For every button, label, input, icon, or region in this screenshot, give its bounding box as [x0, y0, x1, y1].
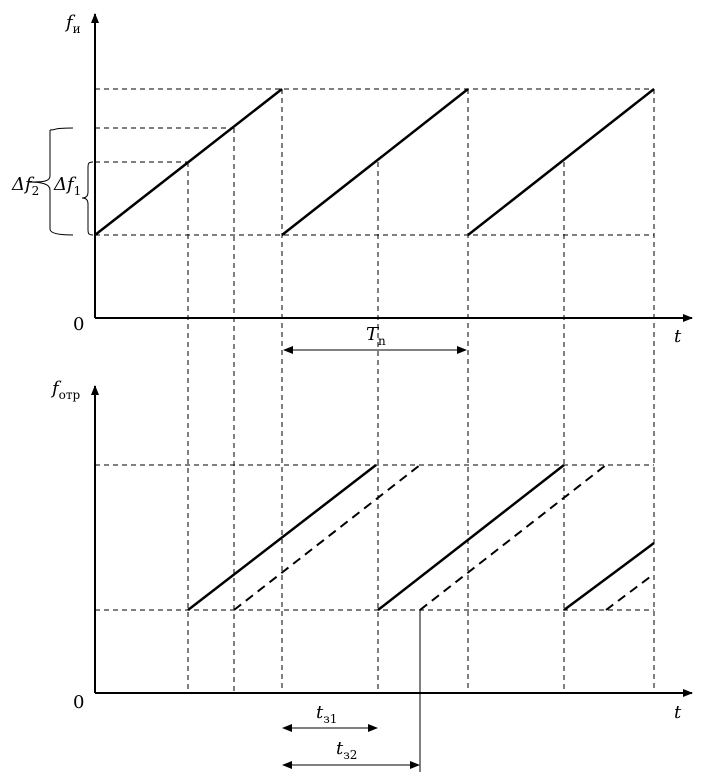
subscript: 1 [74, 184, 82, 198]
axis-label: fи [64, 12, 81, 36]
symbol: T [366, 324, 380, 345]
brace-df1 [81, 161, 94, 236]
symbol: t [336, 738, 344, 759]
guide-verticals [187, 89, 655, 693]
symbol: Δf [53, 174, 77, 195]
guide-lines [95, 88, 654, 236]
subscript: отр [59, 388, 81, 402]
delta-f1: Δf1 [53, 174, 81, 198]
subscript: n [378, 334, 386, 348]
subscript: и [73, 22, 81, 36]
delayed-copy [233, 464, 655, 611]
guide-lines [95, 464, 654, 611]
period-label: Tn [366, 324, 386, 348]
symbol: Δf [11, 174, 35, 195]
delay1-label: tз1 [316, 702, 337, 726]
axis-label: fотр [50, 378, 81, 402]
subscript: з1 [323, 712, 337, 726]
delta-f2: Δf2 [11, 174, 39, 198]
delay2-label: tз2 [336, 738, 357, 762]
origin: 0 [73, 314, 84, 335]
time-label: t [674, 702, 682, 723]
bottom-graph: fотр 0 t tз1 tз2 [50, 378, 693, 772]
time-label: t [674, 326, 682, 347]
emitted-copy [187, 464, 655, 612]
subscript: 2 [32, 184, 40, 198]
origin: 0 [73, 692, 84, 713]
brace-df2 [27, 127, 74, 236]
sawtooth [94, 88, 655, 236]
subscript: з2 [343, 748, 357, 762]
symbol: t [316, 702, 324, 723]
